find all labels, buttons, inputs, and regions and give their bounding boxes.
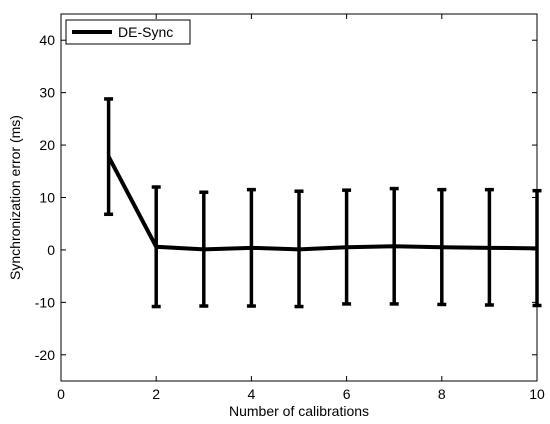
plot-frame	[60, 13, 538, 382]
x-tick-label: 6	[343, 386, 351, 402]
x-tick-label: 2	[152, 386, 160, 402]
y-tick-label: 10	[39, 190, 55, 206]
x-tick-label: 10	[529, 386, 545, 402]
series-layer	[104, 97, 542, 309]
y-tick-label: 30	[39, 85, 55, 101]
y-tick-label: -20	[35, 347, 55, 363]
y-axis-label: Synchronization error (ms)	[7, 115, 23, 280]
y-tick-label: 20	[39, 137, 55, 153]
y-tick-label: 40	[39, 32, 55, 48]
series-line	[106, 155, 538, 252]
x-tick-label: 0	[57, 386, 65, 402]
y-tick-label: 0	[47, 242, 55, 258]
y-axis-ticks: -20 -10 0 10 20 30 40	[35, 32, 537, 363]
y-tick-label: -10	[35, 294, 55, 310]
legend: DE-Sync	[65, 19, 191, 45]
legend-label: DE-Sync	[118, 24, 173, 40]
x-tick-label: 8	[438, 386, 446, 402]
x-tick-label: 4	[248, 386, 256, 402]
x-axis-label: Number of calibrations	[229, 403, 369, 419]
